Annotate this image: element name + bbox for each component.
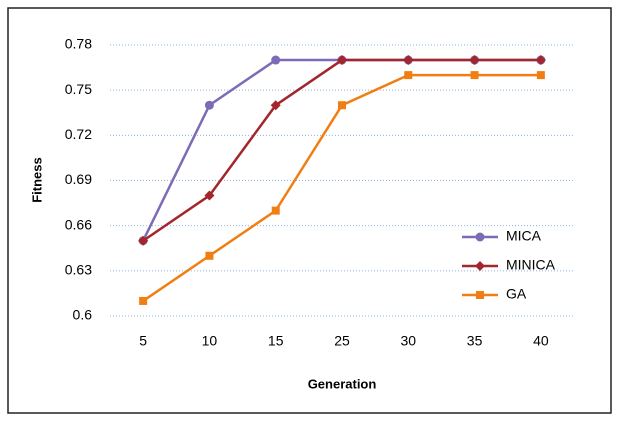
x-tick-label: 15 [268, 333, 284, 349]
marker [270, 100, 281, 111]
y-tick-label: 0.66 [65, 216, 92, 232]
legend-label: MINICA [506, 257, 556, 273]
y-tick-label: 0.63 [65, 262, 92, 278]
marker [204, 100, 214, 110]
frame [7, 7, 612, 414]
legend-marker [476, 291, 484, 299]
marker [403, 55, 414, 66]
y-tick-label: 0.72 [65, 126, 92, 142]
marker [271, 206, 280, 215]
marker [139, 296, 148, 305]
x-tick-label: 25 [334, 333, 350, 349]
x-axis-label: Generation [308, 376, 377, 391]
y-axis-label: Fitness [29, 157, 44, 203]
marker [271, 55, 281, 65]
marker [404, 71, 413, 80]
legend-marker [475, 261, 485, 271]
y-tick-label: 0.6 [73, 307, 93, 323]
marker [138, 235, 149, 246]
x-tick-label: 30 [400, 333, 416, 349]
y-tick-label: 0.69 [65, 171, 92, 187]
marker [470, 71, 479, 80]
legend-label: GA [506, 286, 527, 302]
marker [204, 190, 215, 201]
marker [536, 71, 545, 80]
marker [469, 55, 480, 66]
marker [337, 55, 347, 66]
x-tick-label: 35 [467, 333, 483, 349]
x-tick-label: 40 [533, 333, 549, 349]
y-tick-label: 0.78 [65, 36, 92, 52]
marker [205, 251, 214, 260]
marker [535, 55, 546, 66]
legend-label: MICA [506, 228, 542, 244]
x-tick-label: 10 [202, 333, 218, 349]
legend-marker [475, 232, 485, 242]
marker [338, 101, 346, 110]
y-tick-label: 0.75 [65, 81, 92, 97]
x-tick-label: 5 [139, 333, 147, 349]
